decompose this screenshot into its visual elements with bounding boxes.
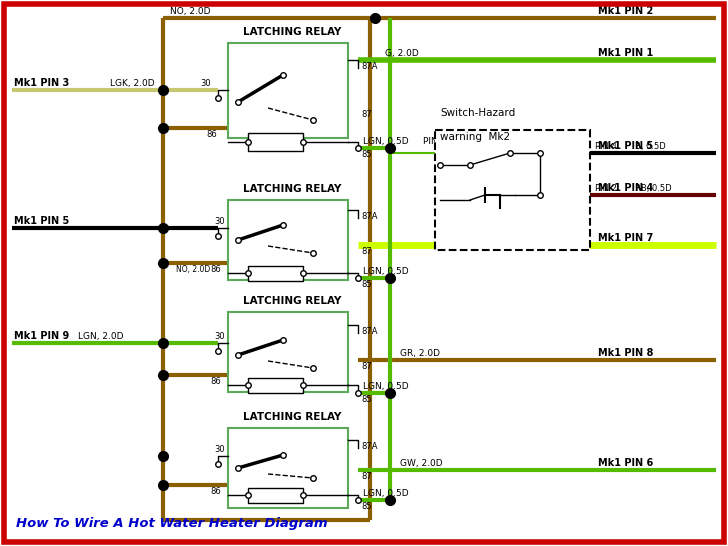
Text: Mk1 PIN 8: Mk1 PIN 8: [598, 348, 653, 358]
Text: LGN, 0.5D: LGN, 0.5D: [363, 267, 408, 276]
Text: 86: 86: [210, 487, 221, 496]
Text: G, 2.0D: G, 2.0D: [385, 49, 419, 58]
Text: 87: 87: [361, 472, 372, 481]
Text: Switch-Hazard: Switch-Hazard: [440, 108, 515, 118]
Text: LATCHING RELAY: LATCHING RELAY: [243, 296, 341, 306]
Bar: [248, 133, 303, 151]
Text: GR, 2.0D: GR, 2.0D: [400, 349, 440, 358]
Text: warning  Mk2: warning Mk2: [440, 132, 510, 142]
Text: LGK, 2.0D: LGK, 2.0D: [110, 79, 154, 88]
Text: 30: 30: [200, 79, 210, 88]
Text: LATCHING RELAY: LATCHING RELAY: [243, 412, 341, 422]
Text: Mk1 PIN 5: Mk1 PIN 5: [14, 216, 69, 226]
Text: Mk1 PIN 5: Mk1 PIN 5: [598, 141, 653, 151]
Text: Mk1 PIN 6: Mk1 PIN 6: [598, 458, 653, 468]
Text: 87: 87: [361, 247, 372, 256]
Bar: [228, 428, 348, 508]
Text: LATCHING RELAY: LATCHING RELAY: [243, 27, 341, 37]
Text: 30: 30: [214, 445, 225, 454]
Text: LGN, 0.5D: LGN, 0.5D: [363, 382, 408, 391]
Text: 87A: 87A: [361, 212, 378, 221]
Text: PIN 4: PIN 4: [595, 142, 617, 151]
Text: 87A: 87A: [361, 62, 378, 71]
Text: 87A: 87A: [361, 442, 378, 451]
Bar: [228, 43, 348, 138]
Text: 86: 86: [210, 377, 221, 386]
Text: 87: 87: [361, 362, 372, 371]
Text: RB, 0.5D: RB, 0.5D: [635, 184, 672, 193]
Text: How To Wire A Hot Water Heater Diagram: How To Wire A Hot Water Heater Diagram: [16, 517, 328, 530]
Text: LATCHING RELAY: LATCHING RELAY: [243, 184, 341, 194]
Text: LGN, 0.5D: LGN, 0.5D: [363, 489, 408, 498]
Text: LGN, 2.0D: LGN, 2.0D: [78, 332, 124, 341]
Text: 85: 85: [361, 150, 371, 159]
Bar: [248, 266, 303, 281]
Text: 85: 85: [361, 395, 371, 404]
Bar: [228, 200, 348, 280]
Text: GW, 2.0D: GW, 2.0D: [400, 459, 443, 468]
Text: PIN 1: PIN 1: [423, 137, 446, 146]
Bar: [228, 312, 348, 392]
Text: 85: 85: [361, 502, 371, 511]
Text: NO, 2.0D: NO, 2.0D: [170, 7, 210, 16]
Text: PIN 2: PIN 2: [595, 184, 617, 193]
Text: 87A: 87A: [361, 327, 378, 336]
Text: Mk1 PIN 9: Mk1 PIN 9: [14, 331, 69, 341]
Text: LGN, 0.5D: LGN, 0.5D: [363, 137, 408, 146]
Text: LGY, 0.5D: LGY, 0.5D: [530, 234, 574, 243]
Text: 85: 85: [361, 280, 371, 289]
Text: NO, 2.0D: NO, 2.0D: [176, 265, 210, 274]
Text: 30: 30: [214, 332, 225, 341]
Bar: [248, 378, 303, 393]
Text: Mk1 PIN 7: Mk1 PIN 7: [598, 233, 653, 243]
Text: Mk1 PIN 3: Mk1 PIN 3: [14, 78, 69, 88]
Text: 30: 30: [214, 217, 225, 226]
Text: Mk1 PIN 4: Mk1 PIN 4: [598, 183, 653, 193]
Text: Mk1 PIN 1: Mk1 PIN 1: [598, 48, 653, 58]
Text: 87: 87: [361, 110, 372, 119]
Bar: [248, 488, 303, 503]
Text: 86: 86: [206, 130, 217, 139]
Text: Mk1 PIN 2: Mk1 PIN 2: [598, 6, 653, 16]
Text: B, 0.5D: B, 0.5D: [635, 142, 665, 151]
Text: 86: 86: [210, 265, 221, 274]
Bar: [435, 130, 590, 250]
